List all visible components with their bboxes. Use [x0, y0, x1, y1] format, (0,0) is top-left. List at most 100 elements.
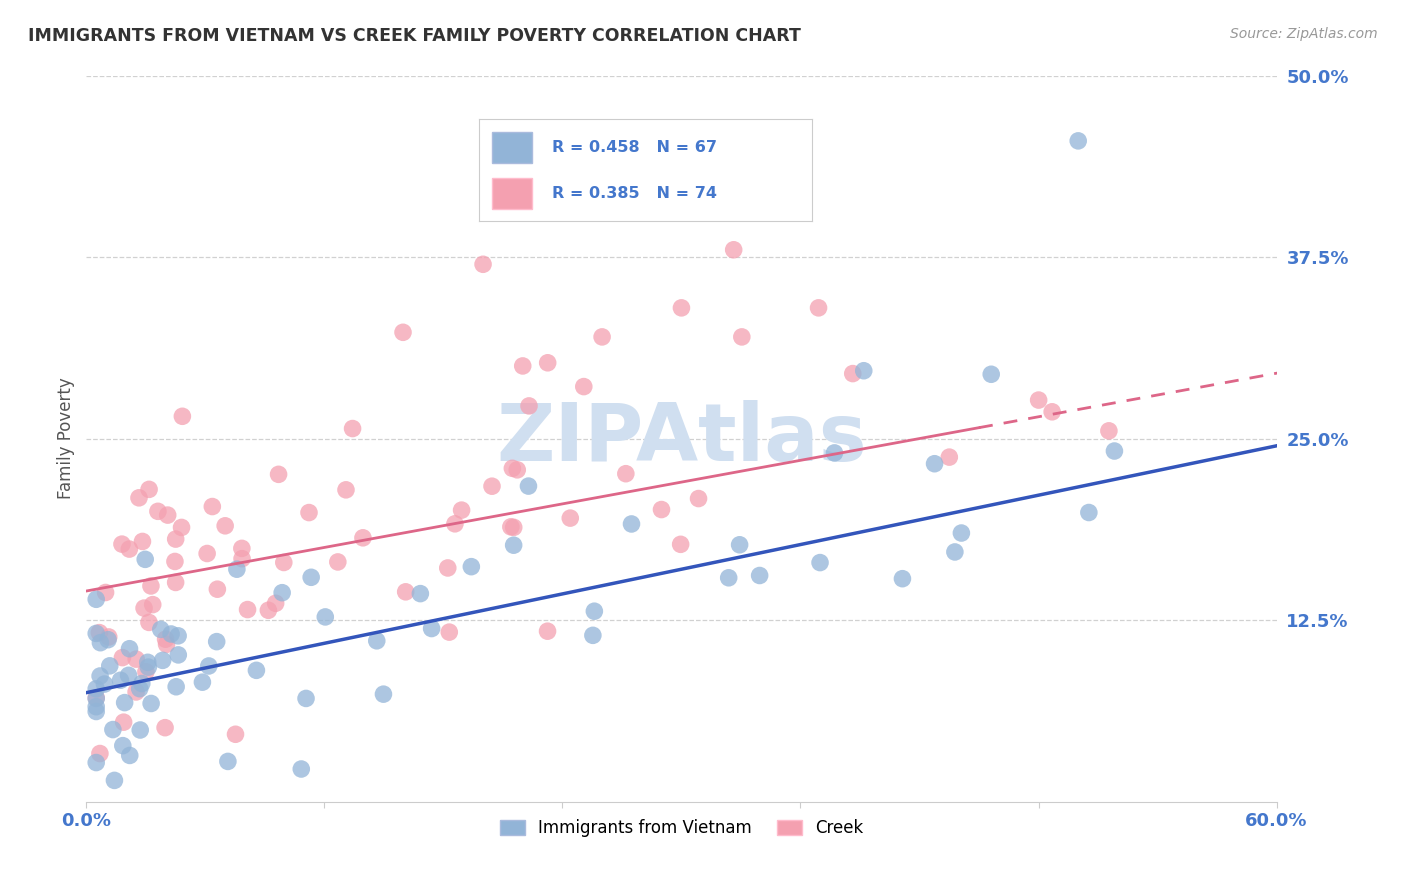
- Point: [236, 602, 259, 616]
- Point: [502, 538, 524, 552]
- Point: [111, 650, 134, 665]
- Point: [191, 675, 214, 690]
- Point: [512, 359, 534, 373]
- Point: [103, 773, 125, 788]
- Point: [537, 356, 560, 370]
- Point: [257, 603, 280, 617]
- Point: [273, 556, 295, 570]
- Point: [134, 552, 156, 566]
- Point: [136, 660, 159, 674]
- Point: [267, 467, 290, 482]
- Point: [97, 630, 120, 644]
- Point: [501, 461, 523, 475]
- Point: [167, 629, 190, 643]
- Point: [156, 508, 179, 522]
- Point: [271, 585, 294, 599]
- Point: [89, 669, 111, 683]
- Point: [671, 301, 693, 315]
- Point: [591, 330, 613, 344]
- Point: [335, 483, 357, 497]
- Point: [155, 632, 177, 647]
- Point: [84, 681, 107, 696]
- Point: [409, 586, 432, 600]
- Point: [112, 715, 135, 730]
- Point: [214, 518, 236, 533]
- Point: [132, 601, 155, 615]
- Point: [299, 570, 322, 584]
- Point: [149, 623, 172, 637]
- Point: [891, 572, 914, 586]
- Point: [195, 547, 218, 561]
- Point: [165, 575, 187, 590]
- Point: [155, 637, 177, 651]
- Point: [160, 627, 183, 641]
- Point: [111, 537, 134, 551]
- Point: [84, 691, 107, 706]
- Point: [481, 479, 503, 493]
- Point: [499, 520, 522, 534]
- Point: [938, 450, 960, 464]
- Point: [439, 625, 461, 640]
- Point: [146, 504, 169, 518]
- Point: [225, 562, 247, 576]
- Point: [502, 520, 524, 534]
- Point: [84, 699, 107, 714]
- Point: [207, 582, 229, 597]
- Point: [118, 542, 141, 557]
- Point: [198, 659, 221, 673]
- Point: [152, 653, 174, 667]
- Point: [420, 622, 443, 636]
- Point: [138, 615, 160, 630]
- Point: [1067, 134, 1090, 148]
- Point: [142, 598, 165, 612]
- Point: [980, 368, 1002, 382]
- Point: [118, 641, 141, 656]
- Point: [114, 696, 136, 710]
- Point: [807, 301, 830, 315]
- Point: [84, 705, 107, 719]
- Point: [852, 364, 875, 378]
- Point: [373, 687, 395, 701]
- Point: [950, 526, 973, 541]
- Point: [298, 506, 321, 520]
- Point: [436, 561, 458, 575]
- Point: [1028, 393, 1050, 408]
- Point: [84, 626, 107, 640]
- Point: [728, 538, 751, 552]
- Point: [1104, 444, 1126, 458]
- Point: [314, 610, 336, 624]
- Point: [94, 585, 117, 599]
- Point: [472, 257, 495, 271]
- Text: IMMIGRANTS FROM VIETNAM VS CREEK FAMILY POVERTY CORRELATION CHART: IMMIGRANTS FROM VIETNAM VS CREEK FAMILY …: [28, 27, 801, 45]
- Point: [823, 446, 845, 460]
- Point: [506, 463, 529, 477]
- Point: [650, 502, 672, 516]
- Point: [924, 457, 946, 471]
- Point: [93, 677, 115, 691]
- Point: [129, 723, 152, 737]
- Point: [138, 483, 160, 497]
- Point: [165, 532, 187, 546]
- Point: [748, 568, 770, 582]
- Point: [560, 511, 582, 525]
- Point: [264, 596, 287, 610]
- Point: [352, 531, 374, 545]
- Point: [128, 491, 150, 505]
- Point: [84, 592, 107, 607]
- Point: [89, 636, 111, 650]
- Point: [131, 676, 153, 690]
- Point: [225, 727, 247, 741]
- Point: [128, 681, 150, 696]
- Point: [1077, 506, 1099, 520]
- Point: [125, 685, 148, 699]
- Point: [165, 680, 187, 694]
- Point: [139, 579, 162, 593]
- Point: [943, 545, 966, 559]
- Point: [245, 664, 267, 678]
- Text: Source: ZipAtlas.com: Source: ZipAtlas.com: [1230, 27, 1378, 41]
- Point: [723, 243, 745, 257]
- Point: [582, 628, 605, 642]
- Point: [167, 648, 190, 662]
- Point: [444, 516, 467, 531]
- Point: [231, 541, 253, 556]
